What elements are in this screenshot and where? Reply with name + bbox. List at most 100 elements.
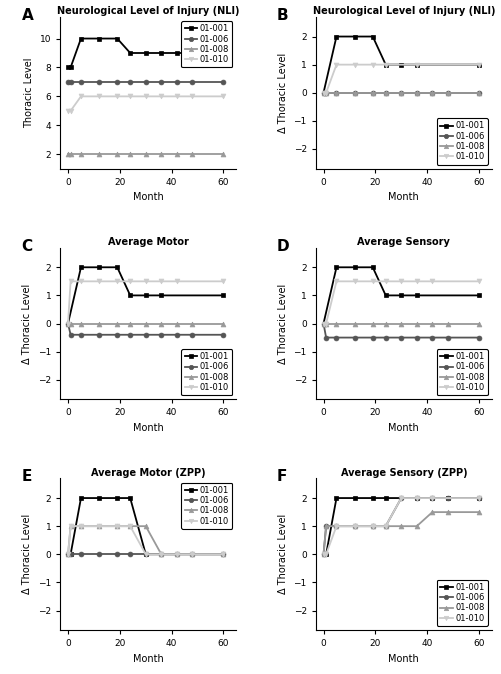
01-006 <box>114 331 120 339</box>
01-001 <box>369 494 375 502</box>
01-001 <box>173 550 179 558</box>
01-006 <box>189 550 195 558</box>
X-axis label: Month: Month <box>388 654 418 664</box>
01-006 <box>382 334 388 342</box>
01-006 <box>173 331 179 339</box>
01-001 <box>142 291 148 299</box>
01-010 <box>158 277 164 285</box>
Line: 01-010: 01-010 <box>66 94 225 113</box>
01-006 <box>68 550 74 558</box>
01-006 <box>428 89 434 97</box>
01-008 <box>114 150 120 158</box>
Y-axis label: Thoracic Level: Thoracic Level <box>24 57 34 128</box>
01-010 <box>428 277 434 285</box>
Title: Neurological Level of Injury (NLI): Neurological Level of Injury (NLI) <box>57 6 239 16</box>
01-010 <box>142 92 148 100</box>
01-008 <box>127 522 133 530</box>
01-010 <box>351 522 357 530</box>
01-008 <box>320 319 326 328</box>
01-008 <box>173 150 179 158</box>
01-001 <box>68 63 74 71</box>
01-008 <box>78 522 84 530</box>
01-008 <box>68 522 74 530</box>
01-010 <box>114 277 120 285</box>
01-010 <box>96 277 102 285</box>
Title: Average Sensory: Average Sensory <box>357 237 449 247</box>
Line: 01-010: 01-010 <box>321 279 480 326</box>
X-axis label: Month: Month <box>388 423 418 433</box>
Text: D: D <box>277 239 289 253</box>
01-006 <box>173 550 179 558</box>
01-006 <box>189 331 195 339</box>
01-010 <box>127 522 133 530</box>
01-001 <box>68 550 74 558</box>
Text: F: F <box>277 469 287 484</box>
01-001 <box>413 61 419 69</box>
01-001 <box>96 494 102 502</box>
01-001 <box>444 494 450 502</box>
Line: 01-010: 01-010 <box>66 279 225 326</box>
Text: E: E <box>22 469 32 484</box>
01-008 <box>320 89 326 97</box>
X-axis label: Month: Month <box>133 423 163 433</box>
01-006 <box>444 494 450 502</box>
01-006 <box>96 550 102 558</box>
Line: 01-006: 01-006 <box>321 495 480 557</box>
Line: 01-001: 01-001 <box>66 36 225 70</box>
01-008 <box>333 89 339 97</box>
01-008 <box>475 319 481 328</box>
Y-axis label: Δ Thoracic Level: Δ Thoracic Level <box>278 283 288 364</box>
Legend: 01-001, 01-006, 01-008, 01-010: 01-001, 01-006, 01-008, 01-010 <box>436 349 487 395</box>
01-001 <box>114 264 120 272</box>
01-001 <box>158 49 164 57</box>
01-008 <box>444 319 450 328</box>
01-006 <box>475 89 481 97</box>
01-001 <box>369 264 375 272</box>
Line: 01-010: 01-010 <box>321 495 480 557</box>
01-010 <box>320 550 326 558</box>
01-006 <box>142 78 148 86</box>
01-008 <box>382 319 388 328</box>
01-006 <box>142 331 148 339</box>
01-001 <box>351 264 357 272</box>
01-006 <box>413 89 419 97</box>
01-006 <box>351 522 357 530</box>
01-010 <box>65 106 71 115</box>
01-010 <box>142 277 148 285</box>
01-010 <box>173 550 179 558</box>
01-001 <box>114 34 120 42</box>
01-010 <box>413 494 419 502</box>
01-001 <box>333 32 339 40</box>
01-010 <box>475 61 481 69</box>
Line: 01-008: 01-008 <box>66 152 225 156</box>
01-008 <box>382 89 388 97</box>
01-006 <box>65 550 71 558</box>
01-010 <box>369 522 375 530</box>
Line: 01-008: 01-008 <box>321 321 480 326</box>
Text: B: B <box>277 7 288 23</box>
Text: C: C <box>22 239 33 253</box>
01-006 <box>382 522 388 530</box>
01-006 <box>189 78 195 86</box>
X-axis label: Month: Month <box>133 192 163 202</box>
01-010 <box>333 61 339 69</box>
Title: Average Sensory (ZPP): Average Sensory (ZPP) <box>340 468 466 478</box>
01-006 <box>351 89 357 97</box>
01-001 <box>382 494 388 502</box>
01-006 <box>397 494 403 502</box>
01-008 <box>475 89 481 97</box>
01-006 <box>413 334 419 342</box>
01-006 <box>78 78 84 86</box>
01-008 <box>96 150 102 158</box>
01-001 <box>413 291 419 299</box>
01-001 <box>382 291 388 299</box>
01-008 <box>382 522 388 530</box>
01-001 <box>114 494 120 502</box>
01-010 <box>189 92 195 100</box>
01-010 <box>220 550 226 558</box>
Line: 01-006: 01-006 <box>321 321 480 340</box>
01-006 <box>173 78 179 86</box>
Title: Neurological Level of Injury (NLI): Neurological Level of Injury (NLI) <box>312 6 494 16</box>
Y-axis label: Δ Thoracic Level: Δ Thoracic Level <box>278 514 288 594</box>
01-010 <box>173 92 179 100</box>
